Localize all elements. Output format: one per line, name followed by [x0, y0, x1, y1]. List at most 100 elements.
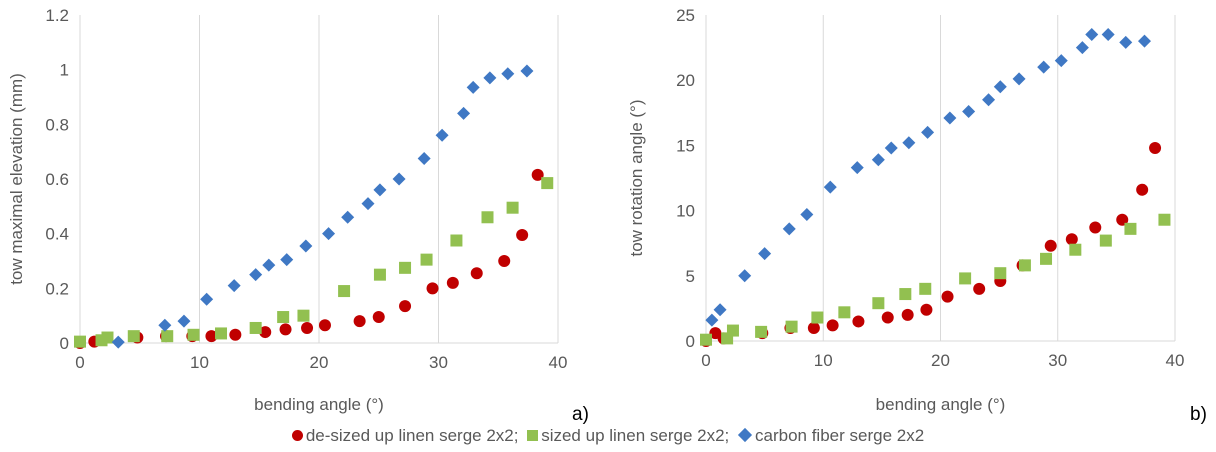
- data-point: [1054, 54, 1068, 68]
- data-point: [941, 290, 954, 303]
- data-point: [446, 276, 459, 289]
- data-point: [361, 197, 375, 211]
- y-tick-label: 0: [686, 332, 695, 351]
- data-point: [1136, 183, 1149, 196]
- legend-label: sized up linen serge 2x2;: [541, 426, 730, 445]
- data-point: [249, 321, 262, 334]
- data-point: [881, 311, 894, 324]
- data-point: [1116, 213, 1129, 226]
- data-point: [279, 323, 292, 336]
- y-tick-label: 15: [676, 136, 695, 155]
- data-point: [277, 311, 290, 324]
- data-point: [373, 183, 387, 197]
- legend-item-de-sized-linen: de-sized up linen serge 2x2;: [291, 426, 518, 446]
- data-point: [1124, 222, 1137, 235]
- panel-label: a): [572, 404, 589, 425]
- data-point: [811, 311, 824, 324]
- legend-marker-square: [527, 430, 539, 441]
- data-point: [705, 313, 719, 327]
- data-point: [738, 269, 752, 283]
- data-point: [516, 229, 529, 242]
- data-point: [1138, 34, 1152, 48]
- data-point: [520, 64, 534, 78]
- y-axis-title: tow maximal elevation (mm): [7, 73, 26, 285]
- x-axis-title: bending angle (°): [876, 395, 1006, 414]
- data-point: [921, 125, 935, 139]
- data-point: [1101, 28, 1115, 42]
- data-point: [227, 279, 241, 293]
- data-point: [470, 267, 483, 280]
- chart-panel-a: 0 10 20 30 40 0 0.2 0.4 0.6 0.8 1 1.2 bending angle …: [7, 6, 589, 425]
- data-point: [229, 328, 242, 341]
- data-point: [1040, 252, 1053, 265]
- data-point: [782, 222, 796, 236]
- series-diamond: [705, 28, 1152, 327]
- data-point: [205, 330, 218, 343]
- legend-item-carbon-fiber: carbon fiber serge 2x2: [737, 426, 925, 446]
- data-point: [399, 261, 412, 274]
- data-point: [1012, 72, 1026, 86]
- data-point: [301, 321, 314, 334]
- data-point: [450, 234, 463, 247]
- data-point: [962, 104, 976, 118]
- legend: de-sized up linen serge 2x2; sized up li…: [0, 426, 1216, 446]
- y-tick-label: 1: [60, 61, 69, 80]
- data-point: [758, 247, 772, 261]
- data-point: [826, 319, 839, 332]
- legend-label: carbon fiber serge 2x2: [755, 426, 925, 445]
- data-point: [466, 80, 480, 94]
- data-point: [372, 311, 385, 324]
- data-point: [506, 201, 519, 214]
- data-point: [457, 106, 471, 120]
- data-point: [1069, 243, 1082, 256]
- y-tick-label: 0.6: [45, 170, 69, 189]
- data-point: [872, 297, 885, 310]
- data-point: [755, 325, 768, 338]
- data-point: [420, 253, 433, 266]
- data-point: [901, 308, 914, 321]
- data-point: [713, 303, 727, 317]
- chart-panel-b: 0 10 20 30 40 0 5 10 15 20 25 bending angle (°) tow …: [627, 6, 1207, 425]
- data-point: [850, 161, 864, 175]
- y-tick-label: 0.4: [45, 225, 69, 244]
- series-square: [700, 213, 1171, 346]
- y-tick-label: 25: [676, 6, 695, 25]
- data-point: [959, 272, 972, 285]
- data-point: [161, 330, 174, 343]
- series-circle: [74, 168, 544, 349]
- data-point: [1044, 239, 1057, 252]
- data-point: [993, 80, 1007, 94]
- data-point: [902, 136, 916, 150]
- data-point: [177, 314, 191, 328]
- data-point: [785, 320, 798, 333]
- data-point: [318, 319, 331, 332]
- y-tick-label: 10: [676, 202, 695, 221]
- data-point: [871, 153, 885, 167]
- data-point: [541, 177, 554, 190]
- data-point: [700, 333, 712, 346]
- data-point: [919, 282, 932, 295]
- data-point: [1065, 233, 1078, 246]
- data-point: [973, 282, 986, 295]
- data-point: [498, 255, 511, 267]
- series-square: [74, 177, 554, 348]
- data-point: [259, 326, 272, 339]
- data-point: [74, 335, 86, 348]
- data-point: [341, 210, 355, 224]
- data-point: [1037, 60, 1051, 74]
- data-point: [322, 227, 336, 241]
- x-tick-label: 0: [701, 351, 710, 370]
- data-point: [200, 292, 214, 306]
- data-point: [726, 324, 739, 337]
- data-point: [262, 258, 276, 272]
- panel-label: b): [1190, 404, 1207, 425]
- x-tick-label: 20: [310, 353, 329, 372]
- data-point: [299, 239, 313, 253]
- data-point: [426, 282, 439, 295]
- x-tick-label: 40: [549, 353, 568, 372]
- y-tick-label: 0: [60, 334, 69, 353]
- data-point: [994, 267, 1007, 280]
- data-point: [338, 285, 351, 298]
- data-point: [297, 309, 310, 322]
